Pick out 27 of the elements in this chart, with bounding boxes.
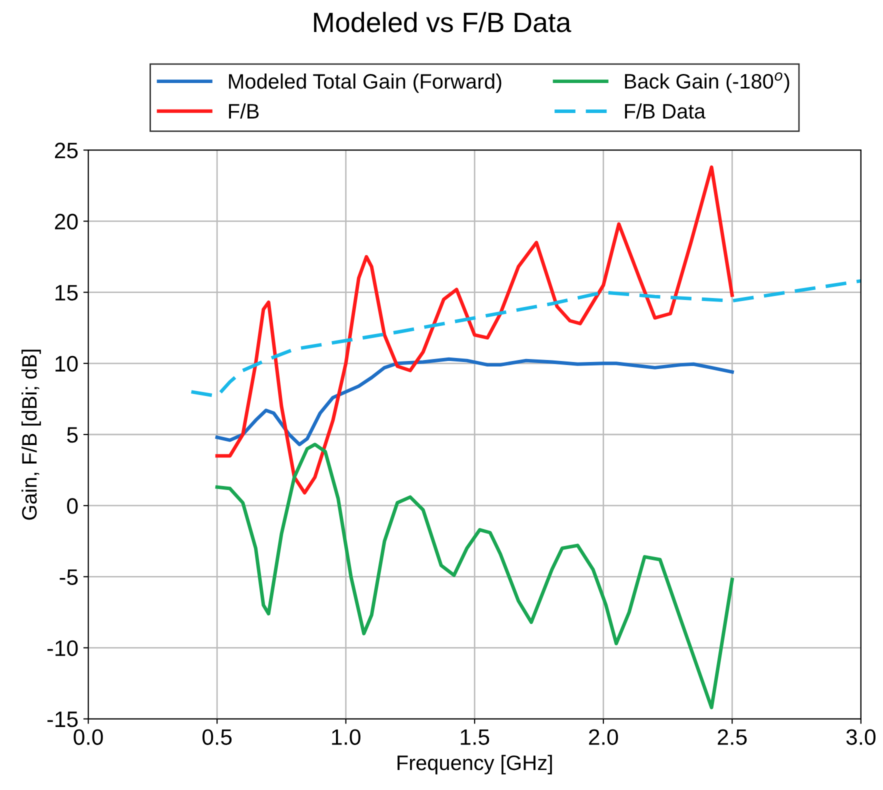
legend-label: F/B Data	[625, 103, 706, 119]
x-tick-label: 0.0	[74, 729, 103, 745]
legend-label: Back Gain (-180$^{o}$)	[625, 72, 790, 93]
x-tick-label: 1.5	[460, 729, 490, 745]
x-tick-label: 2.0	[589, 729, 618, 745]
y-tick-label: 10	[56, 356, 78, 372]
line-series	[190, 279, 861, 398]
y-tick-label: -15	[47, 712, 78, 728]
line-series	[215, 442, 734, 710]
y-tick-label: 15	[56, 285, 78, 301]
y-tick-label: 5	[67, 427, 78, 443]
x-tick-label: 0.5	[202, 729, 232, 745]
y-tick-label: -5	[60, 569, 78, 585]
x-tick-label: 1.0	[332, 729, 360, 745]
line-series	[215, 165, 734, 495]
y-tick-label: -10	[47, 640, 78, 656]
y-tick-label: 0	[67, 498, 78, 514]
x-tick-label: 3.0	[846, 729, 876, 745]
y-tick-label: 20	[54, 214, 78, 230]
x-axis-title: Frequency [GHz]	[398, 754, 552, 774]
x-tick-label: 2.5	[718, 729, 747, 745]
y-axis-title: Gain, F/B [dBi; dB]	[21, 350, 41, 520]
y-tick-label: 25	[54, 142, 78, 158]
line-series	[215, 357, 734, 446]
legend-label: Modeled Total Gain (Forward)	[229, 74, 502, 93]
chart-title: Modeled vs F/B Data	[314, 12, 572, 32]
legend-label: F/B	[229, 103, 259, 119]
